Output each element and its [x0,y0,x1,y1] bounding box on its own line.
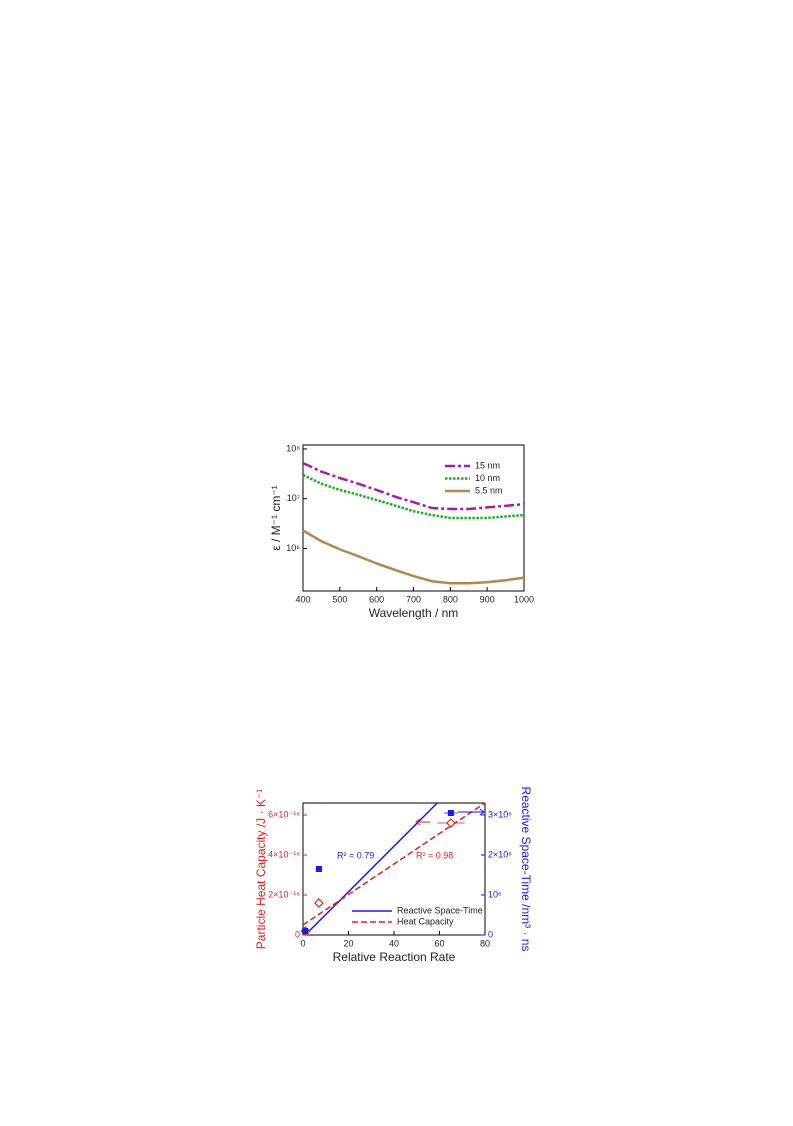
y-tick-label: 10⁸ [286,443,300,453]
x-tick-label: 20 [343,938,353,948]
marker [302,928,309,934]
y-tick-label: 6×10⁻¹⁸ [268,809,300,819]
x-axis-label: Wavelength / nm [369,606,459,620]
y2-tick-label: 3×10⁶ [488,809,512,819]
x-tick-label: 40 [389,938,399,948]
arrow [458,808,485,816]
legend-label: Heat Capacity [397,916,454,926]
y-tick-label: 2×10⁻¹⁸ [268,889,300,899]
y-axis-label: ε / M⁻¹ cm⁻¹ [269,485,283,550]
x-tick-label: 600 [369,594,384,604]
legend-label: 10 nm [475,473,500,483]
series-line [302,461,525,511]
y-tick-label: 10⁶ [286,543,300,553]
x-tick-label: 400 [295,594,310,604]
x-tick-label: 900 [480,594,495,604]
y-axis-label: Particle Heat Capacity /J · K⁻¹ [254,789,268,949]
y-tick-label: 4×10⁻¹⁸ [268,849,300,859]
y2-tick-label: 10⁶ [488,889,502,899]
series-line [304,802,438,936]
series-line [302,473,525,520]
annotation: R² = 0.98 [416,850,453,860]
y2-tick-label: 2×10⁶ [488,849,512,859]
marker [447,810,454,816]
x-tick-label: 800 [443,594,458,604]
marker [446,818,456,828]
y2-tick-label: 0 [488,929,493,939]
annotation: R² = 0.79 [337,850,374,860]
x-tick-label: 0 [300,938,305,948]
legend-label: 15 nm [475,460,500,470]
legend-label: 5.5 nm [475,485,503,495]
x-tick-label: 1000 [514,594,534,604]
x-tick-label: 80 [480,938,490,948]
marker [315,866,322,872]
x-axis-label: Relative Reaction Rate [333,950,456,964]
x-tick-label: 500 [332,594,347,604]
series-line [302,529,525,585]
marker [314,898,324,908]
y-tick-label: 10⁷ [287,493,300,503]
y-tick-label: 0 [295,929,300,939]
legend-label: Reactive Space-Time [397,905,483,915]
x-tick-label: 700 [406,594,421,604]
x-tick-label: 60 [434,938,444,948]
y2-axis-label: Reactive Space-Time /nm³ · ns [519,787,533,952]
arrow [415,818,430,826]
